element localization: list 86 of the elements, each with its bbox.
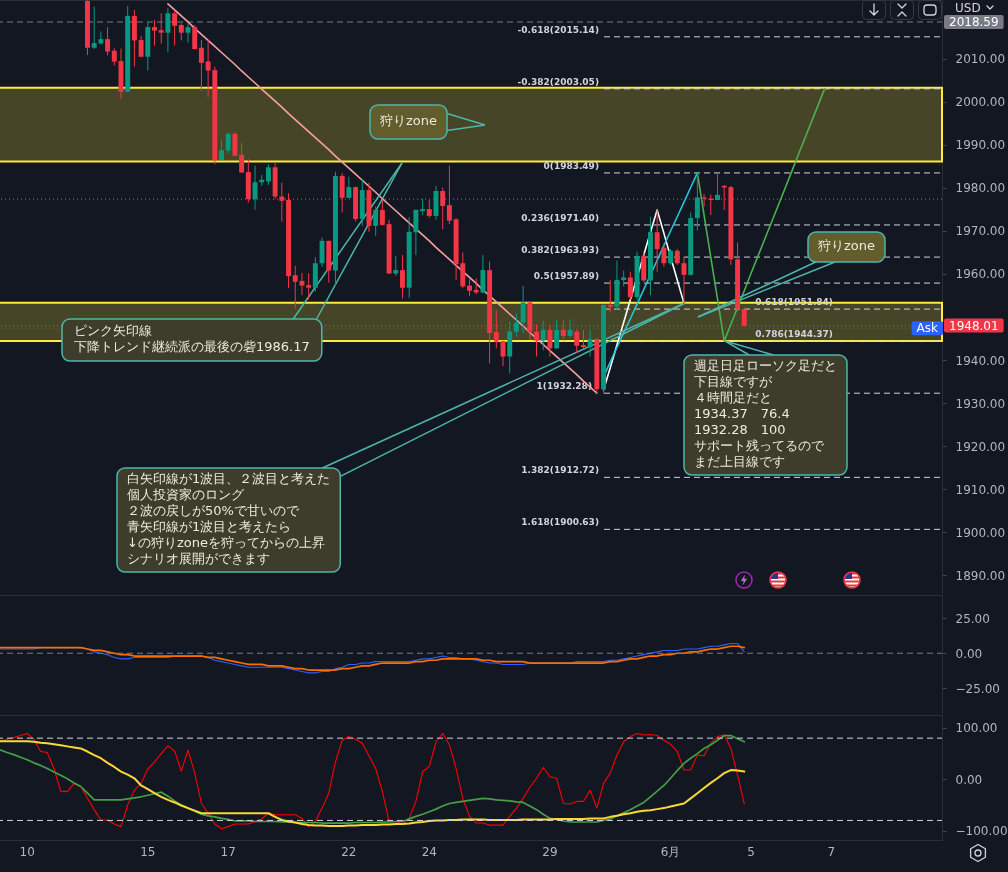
candlestick xyxy=(339,172,345,213)
candlestick xyxy=(513,312,519,338)
candlestick xyxy=(172,9,178,47)
candlestick xyxy=(587,329,593,358)
candlestick xyxy=(413,208,419,256)
candlestick xyxy=(400,254,405,300)
x-tick-label: 17 xyxy=(220,844,236,859)
ref-line-label: 0.382(1963.93) xyxy=(521,245,599,256)
y-tick-label: 0.00 xyxy=(955,646,983,661)
x-tick-label: 5 xyxy=(747,844,755,859)
candlestick xyxy=(198,39,204,92)
candlestick xyxy=(554,319,560,350)
annotation: ピンク矢印線下降トレンド継続派の最後の砦1986.17 xyxy=(74,323,310,354)
x-tick-label: 24 xyxy=(421,844,437,859)
candlestick xyxy=(306,272,312,300)
x-tick-label: 10 xyxy=(19,844,35,859)
annotation: 白矢印線が1波目、２波目と考えた個人投資家のロング２波の戻しが50%で甘いので青矢印線が1波目と考えたら↓の狩りzoneを狩ってからの上昇シナリオ展開ができます xyxy=(127,471,331,566)
ref-line-label: 1.618(1900.63) xyxy=(521,517,599,528)
ref-line-label: Ask xyxy=(916,321,939,336)
y-tick-label: 100.00 xyxy=(955,721,998,736)
candlestick xyxy=(694,172,700,232)
y-tick-label: 1890.00 xyxy=(955,568,1006,583)
candlestick xyxy=(239,142,245,174)
x-tick-label: 15 xyxy=(140,844,156,859)
candlestick xyxy=(373,205,379,237)
y-tick-label: 1920.00 xyxy=(955,439,1006,454)
x-tick-label: 6月 xyxy=(660,844,681,859)
ref-line-label: 1948.01 xyxy=(949,318,999,333)
candlestick xyxy=(91,5,97,50)
ref-line-label: 0.786(1944.37) xyxy=(755,329,833,340)
ref-line-label: 0.5(1957.89) xyxy=(533,271,599,282)
candlestick xyxy=(252,165,258,210)
ref-line-label: 1.382(1912.72) xyxy=(521,465,599,476)
y-tick-label: 25.00 xyxy=(955,611,990,626)
y-tick-label: −25.00 xyxy=(955,681,1000,696)
y-tick-label: 1940.00 xyxy=(955,353,1006,368)
ref-line-label: 0(1983.49) xyxy=(543,160,599,171)
candlestick xyxy=(379,199,385,226)
candlestick xyxy=(265,163,271,186)
candlestick xyxy=(574,328,580,354)
candlestick xyxy=(480,254,486,294)
candlestick xyxy=(547,324,553,358)
x-tick-label: 29 xyxy=(542,844,558,859)
candlestick xyxy=(440,187,446,230)
candlestick xyxy=(446,165,452,225)
y-tick-label: 1930.00 xyxy=(955,396,1006,411)
x-tick-label: 7 xyxy=(827,844,836,859)
y-tick-label: 2000.00 xyxy=(955,95,1006,110)
candlestick xyxy=(627,271,633,301)
line-series xyxy=(602,209,685,391)
annotation: 狩りzone xyxy=(380,113,438,128)
y-tick-label: 1960.00 xyxy=(955,267,1006,282)
y-tick-label: 1900.00 xyxy=(955,525,1006,540)
candlestick xyxy=(158,12,164,44)
y-tick-label: 1980.00 xyxy=(955,181,1006,196)
candlestick xyxy=(165,7,171,53)
candlestick xyxy=(715,173,720,201)
candlestick xyxy=(225,131,231,154)
candlestick xyxy=(701,193,707,207)
annotation: 狩りzone xyxy=(818,238,876,253)
candlestick xyxy=(393,255,399,277)
candlestick xyxy=(279,182,285,223)
candlestick xyxy=(520,285,526,334)
candlestick xyxy=(192,24,198,50)
candlestick xyxy=(152,19,157,47)
candlestick xyxy=(681,256,687,304)
candlestick xyxy=(580,329,586,349)
y-tick-label: 2010.00 xyxy=(955,52,1006,67)
y-tick-label: 1990.00 xyxy=(955,138,1006,153)
y-axis-title: USD xyxy=(955,1,981,15)
candlestick xyxy=(567,318,573,339)
y-tick-label: 1910.00 xyxy=(955,482,1006,497)
candlestick xyxy=(105,26,111,56)
ref-line-label: 0.236(1971.40) xyxy=(521,212,599,223)
ref-line-label: -0.618(2015.14) xyxy=(517,24,599,35)
ref-line-label: -0.382(2003.05) xyxy=(517,76,599,87)
y-tick-label: −100.00 xyxy=(955,824,1008,839)
candlestick xyxy=(540,320,546,351)
annotation: 週足日足ローソク足だと下目線ですが４時間足だと1934.37 76.4 1932.28 100サポート残ってるのでまだ上目線です xyxy=(694,358,837,469)
candlestick xyxy=(607,279,613,313)
candlestick xyxy=(98,30,104,45)
ref-line-label: 2018.59 xyxy=(949,14,999,29)
candlestick xyxy=(319,236,325,268)
y-tick-label: 1970.00 xyxy=(955,224,1006,239)
x-tick-label: 22 xyxy=(341,844,357,859)
y-tick-label: 0.00 xyxy=(955,772,983,787)
